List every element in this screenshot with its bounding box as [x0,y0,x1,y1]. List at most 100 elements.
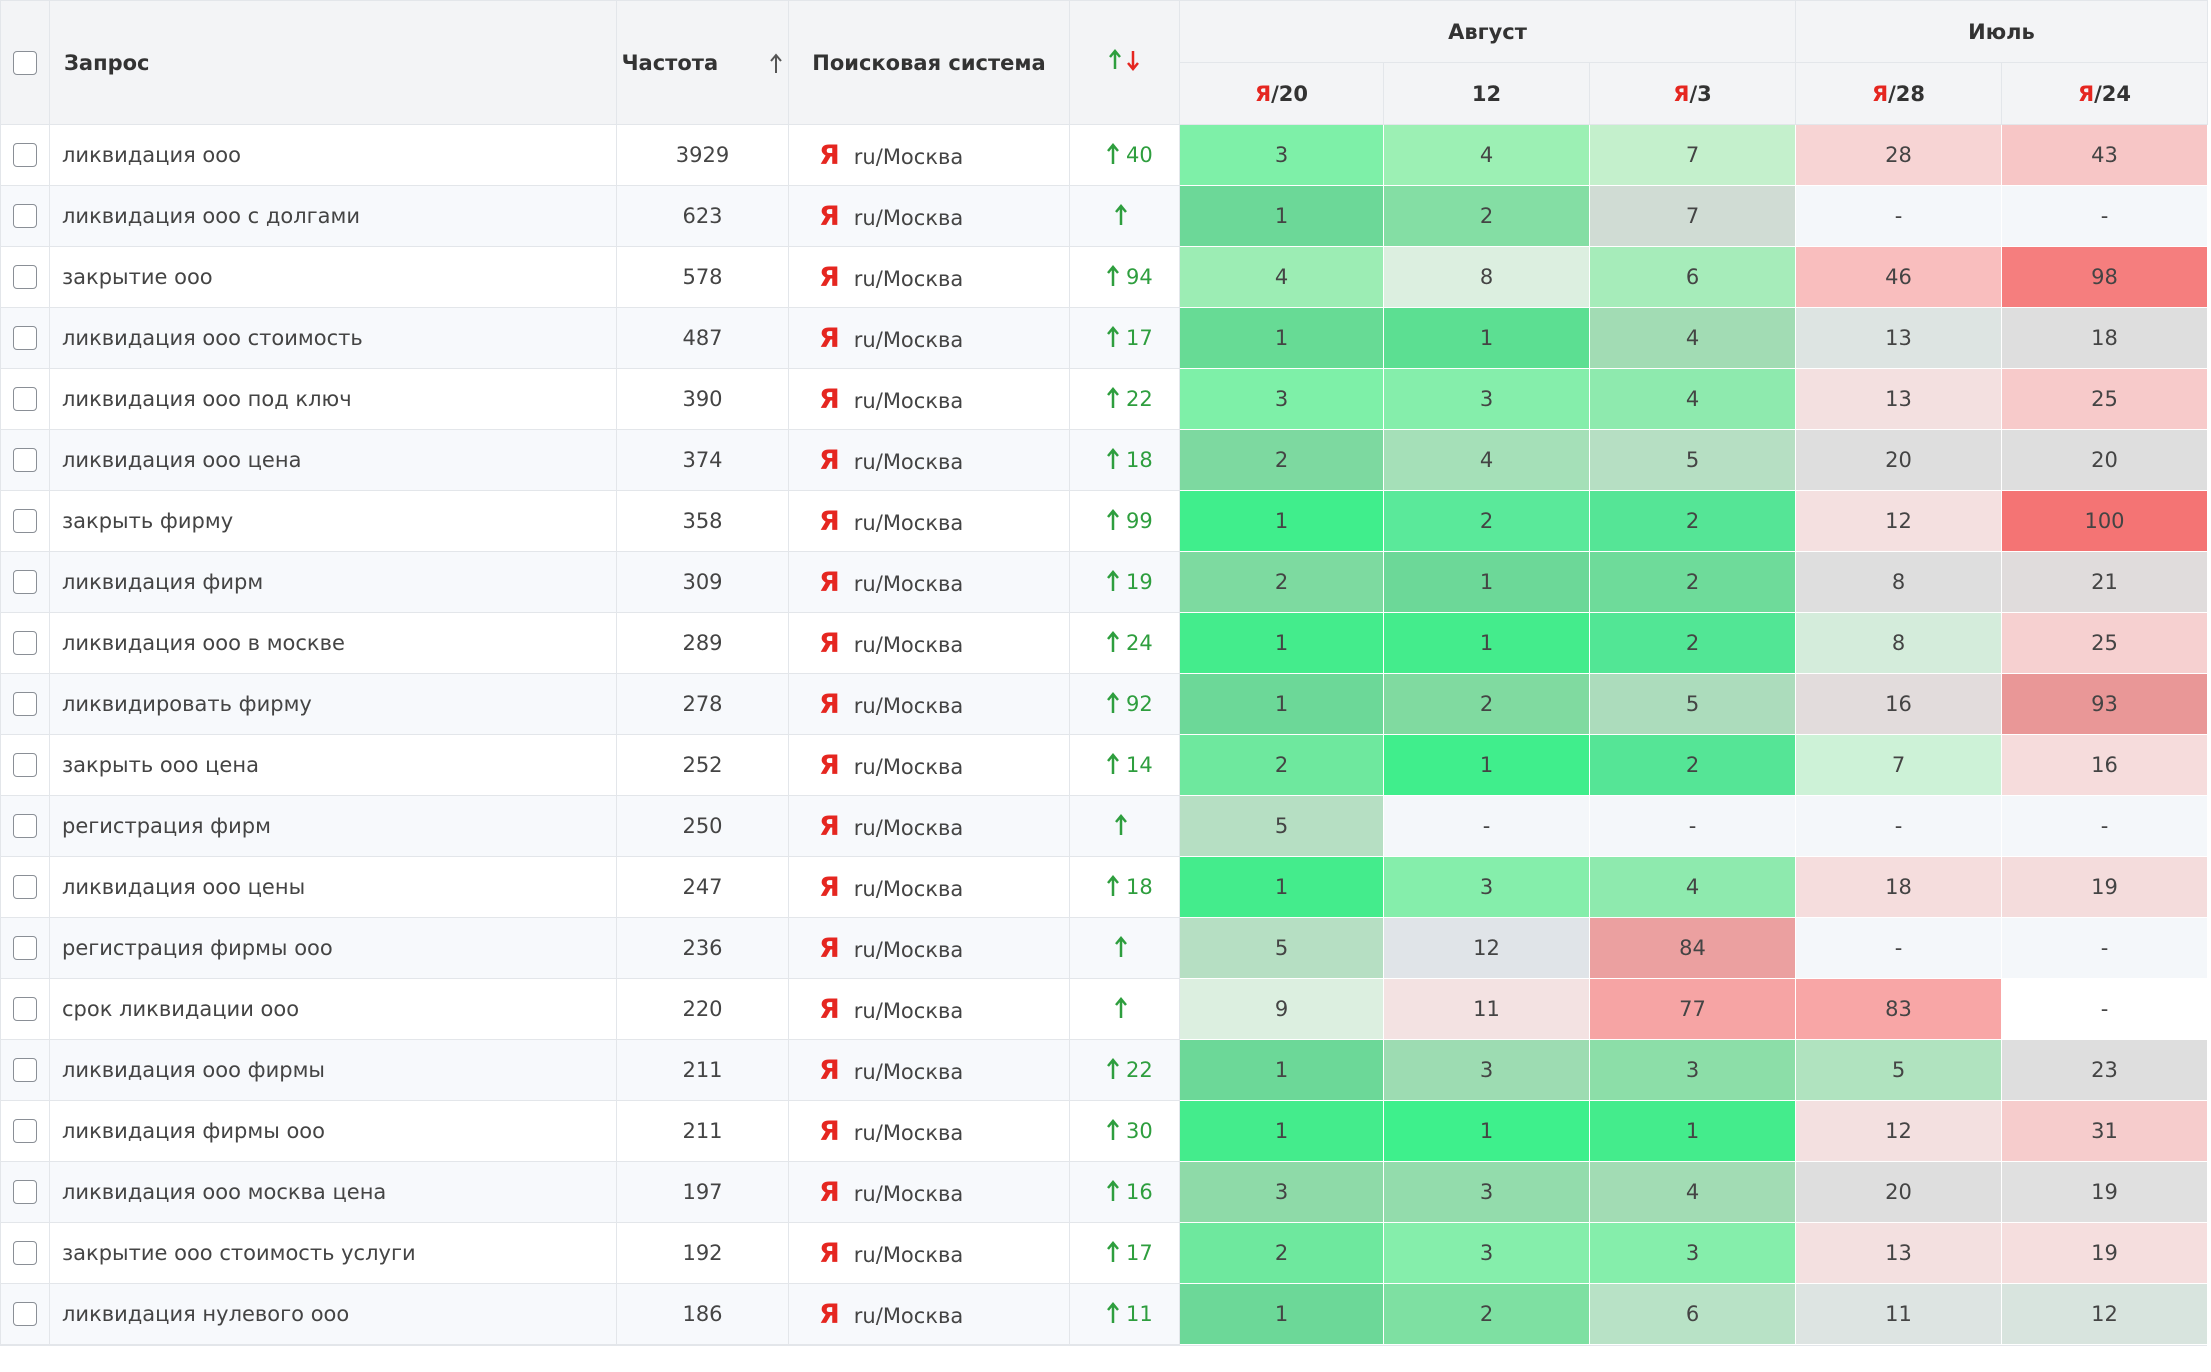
row-checkbox[interactable] [13,1119,37,1143]
row-checkbox[interactable] [13,631,37,655]
position-cell: 16 [1795,673,2002,735]
checkbox-cell [0,1222,50,1284]
row-checkbox[interactable] [13,570,37,594]
row-checkbox[interactable] [13,997,37,1021]
position-cell: 20 [2001,429,2208,491]
row-checkbox[interactable] [13,753,37,777]
date-header[interactable]: Я/3 [1589,62,1796,125]
position-cell: 3 [1179,368,1384,430]
checkbox-cell [0,612,50,674]
query-header[interactable]: Запрос [49,0,617,125]
change-value: 17 [1126,326,1153,350]
change-value: 94 [1126,265,1153,289]
date-header[interactable]: 12 [1383,62,1590,125]
position-cell: 1 [1383,612,1590,674]
row-checkbox[interactable] [13,265,37,289]
position-cell: 1 [1179,673,1384,735]
checkbox-cell [0,185,50,247]
change-cell: 30 [1069,1100,1180,1162]
frequency: 236 [616,917,789,979]
engine-logo: Я [819,322,840,354]
position-cell: 5 [1795,1039,2002,1101]
query: ликвидация ооо под ключ [49,368,617,430]
position-cell: 3 [1383,1039,1590,1101]
engine-region: ru/Москва [853,1303,964,1328]
position-cell: 12 [1795,1100,2002,1162]
change-value: 17 [1126,1241,1153,1265]
checkbox-cell [0,856,50,918]
engine-logo: Я [819,1115,840,1147]
engine-header[interactable]: Поисковая система [788,0,1070,125]
position-cell: 98 [2001,246,2208,308]
checkbox-cell [0,124,50,186]
change-header[interactable] [1069,0,1180,125]
row-checkbox[interactable] [13,692,37,716]
position-cell: 12 [1383,917,1590,979]
change-cell: 17 [1069,1222,1180,1284]
row-checkbox[interactable] [13,204,37,228]
position-cell: 5 [1589,429,1796,491]
position-cell: 13 [1795,368,2002,430]
checkbox-cell [0,795,50,857]
position-cell: 2 [1383,490,1590,552]
checkbox-cell [0,1283,50,1345]
row-checkbox[interactable] [13,448,37,472]
date-label: /28 [1888,81,1926,106]
row-checkbox[interactable] [13,1058,37,1082]
position-cell: 2 [1589,551,1796,613]
date-header[interactable]: Я/28 [1795,62,2002,125]
row-checkbox[interactable] [13,814,37,838]
position-cell: - [1795,795,2002,857]
query: ликвидация фирмы ооо [49,1100,617,1162]
position-cell: 13 [1795,1222,2002,1284]
row-checkbox[interactable] [13,509,37,533]
position-cell: 1 [1179,1100,1384,1162]
position-cell: 19 [2001,856,2208,918]
engine-region: ru/Москва [853,205,964,230]
date-header[interactable]: Я/24 [2001,62,2208,125]
frequency: 247 [616,856,789,918]
position-cell: - [1795,185,2002,247]
position-cell: 28 [1795,124,2002,186]
position-cell: 7 [1589,124,1796,186]
row-checkbox[interactable] [13,875,37,899]
frequency-header-label: Частота [621,50,719,75]
change-value: 30 [1126,1119,1153,1143]
position-cell: 3 [1179,1161,1384,1223]
engine-logo: Я [819,688,840,720]
change-cell: 22 [1069,368,1180,430]
position-cell: 2 [1179,1222,1384,1284]
date-header[interactable]: Я/20 [1179,62,1384,125]
position-cell: 3 [1589,1039,1796,1101]
change-cell: 11 [1069,1283,1180,1345]
row-checkbox[interactable] [13,936,37,960]
engine-region: ru/Москва [853,1181,964,1206]
row-checkbox[interactable] [13,1241,37,1265]
checkbox-cell [0,1161,50,1223]
change-cell: 18 [1069,856,1180,918]
query: ликвидация ооо цены [49,856,617,918]
up-arrow [1115,814,1127,835]
row-checkbox[interactable] [13,1302,37,1326]
frequency: 358 [616,490,789,552]
change-cell: 18 [1069,429,1180,491]
row-checkbox[interactable] [13,1180,37,1204]
row-checkbox[interactable] [13,143,37,167]
position-cell: 1 [1383,307,1590,369]
select-all-checkbox[interactable] [13,50,37,75]
position-cell: 2 [1179,551,1384,613]
position-cell: 8 [1795,612,2002,674]
frequency: 3929 [616,124,789,186]
up-arrow [1107,875,1119,896]
change-value: 40 [1126,143,1153,167]
row-checkbox[interactable] [13,387,37,411]
row-checkbox[interactable] [13,326,37,350]
frequency-header[interactable]: Частота [616,0,789,125]
position-cell: 43 [2001,124,2208,186]
date-label: /20 [1271,81,1309,106]
